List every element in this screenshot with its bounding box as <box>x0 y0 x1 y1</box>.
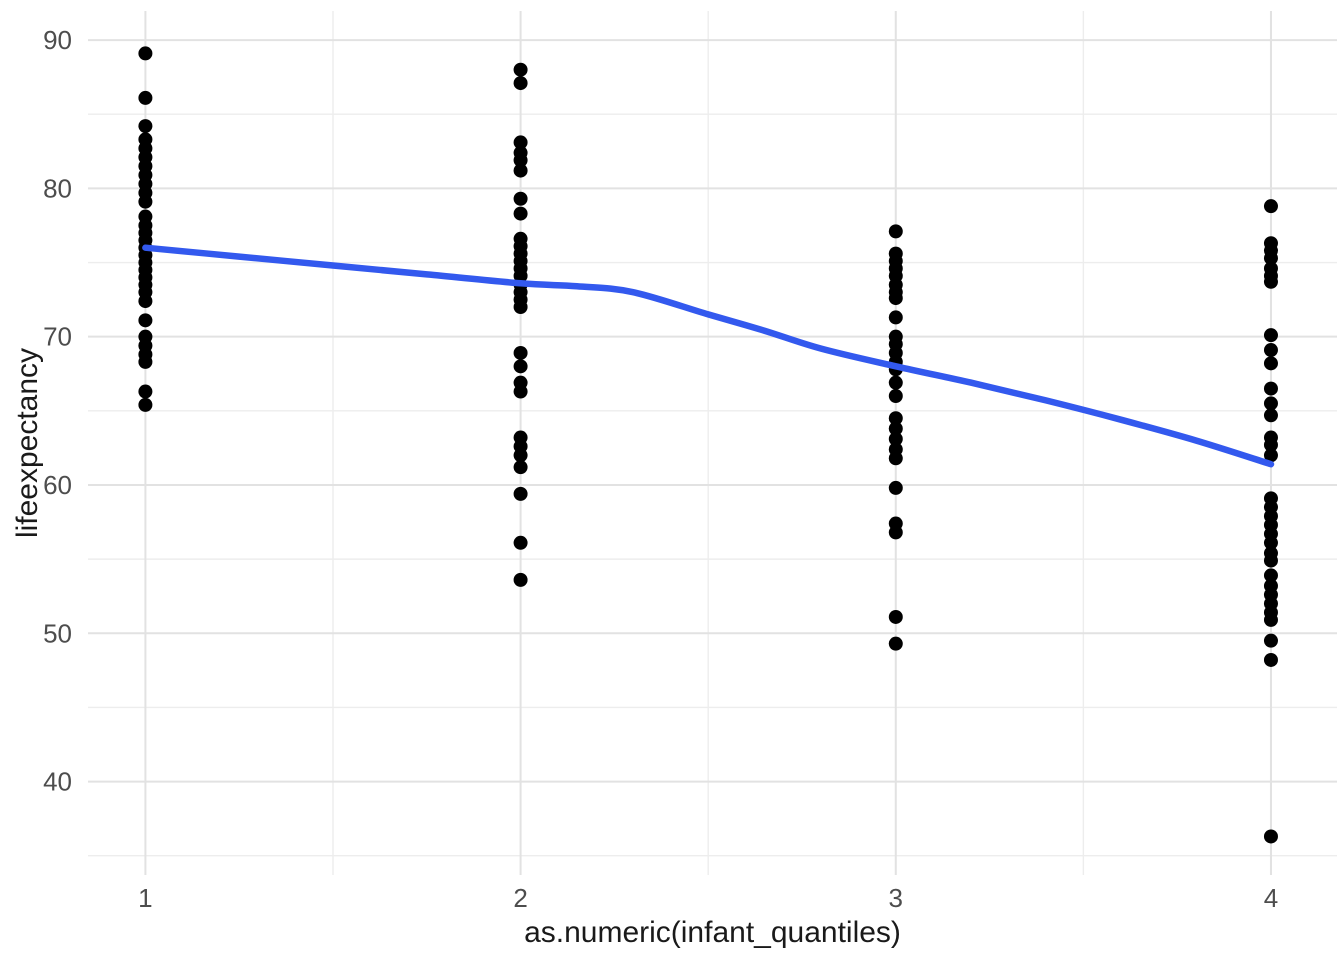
data-point <box>888 480 903 495</box>
data-point <box>513 206 528 221</box>
data-point <box>1263 652 1278 667</box>
data-point <box>513 191 528 206</box>
data-point <box>1263 568 1278 583</box>
y-tick-label: 40 <box>43 767 72 797</box>
data-point <box>888 291 903 306</box>
data-point <box>138 119 153 134</box>
data-point <box>888 451 903 466</box>
data-point <box>138 354 153 369</box>
data-point <box>888 636 903 651</box>
y-tick-label: 50 <box>43 618 72 648</box>
y-axis-title: lifeexpectancy <box>11 347 44 539</box>
data-point <box>888 525 903 540</box>
data-point <box>513 359 528 374</box>
y-tick-label: 60 <box>43 470 72 500</box>
data-point <box>888 609 903 624</box>
data-point <box>1263 535 1278 550</box>
data-point <box>138 46 153 61</box>
data-point <box>513 163 528 178</box>
y-tick-label: 90 <box>43 25 72 55</box>
data-point <box>1263 328 1278 343</box>
data-point <box>888 431 903 446</box>
data-point <box>513 448 528 463</box>
data-point <box>1263 408 1278 423</box>
data-point <box>1263 381 1278 396</box>
data-point <box>138 397 153 412</box>
data-point <box>1263 251 1278 266</box>
data-point <box>138 90 153 105</box>
x-tick-label: 2 <box>513 883 527 913</box>
data-point <box>513 572 528 587</box>
data-point <box>1263 448 1278 463</box>
data-point <box>888 310 903 325</box>
data-point <box>1263 396 1278 411</box>
data-point <box>513 153 528 168</box>
data-point <box>138 194 153 209</box>
data-point <box>888 224 903 239</box>
data-point <box>138 294 153 309</box>
data-point <box>513 62 528 77</box>
data-point <box>513 460 528 475</box>
data-point <box>888 421 903 436</box>
data-point <box>888 388 903 403</box>
data-point <box>1263 343 1278 358</box>
x-tick-label: 4 <box>1264 883 1278 913</box>
smooth-trend-line <box>142 244 1275 468</box>
data-point <box>513 135 528 150</box>
data-point <box>1263 274 1278 289</box>
data-point <box>513 76 528 91</box>
data-point <box>1263 437 1278 452</box>
data-point <box>513 535 528 550</box>
data-point <box>513 300 528 315</box>
data-point <box>1263 199 1278 214</box>
x-tick-label: 1 <box>138 883 152 913</box>
data-point <box>513 486 528 501</box>
data-point <box>888 375 903 390</box>
y-tick-label: 80 <box>43 173 72 203</box>
data-point <box>138 384 153 399</box>
data-point <box>138 313 153 328</box>
data-point <box>1263 829 1278 844</box>
x-tick-label: 3 <box>889 883 903 913</box>
data-point <box>888 411 903 426</box>
x-axis-title: as.numeric(infant_quantiles) <box>524 916 901 949</box>
data-point <box>1263 633 1278 648</box>
y-tick-label: 70 <box>43 322 72 352</box>
data-point <box>513 345 528 360</box>
data-point <box>1263 553 1278 568</box>
data-point <box>513 384 528 399</box>
data-point <box>1263 612 1278 627</box>
data-point <box>1263 356 1278 371</box>
